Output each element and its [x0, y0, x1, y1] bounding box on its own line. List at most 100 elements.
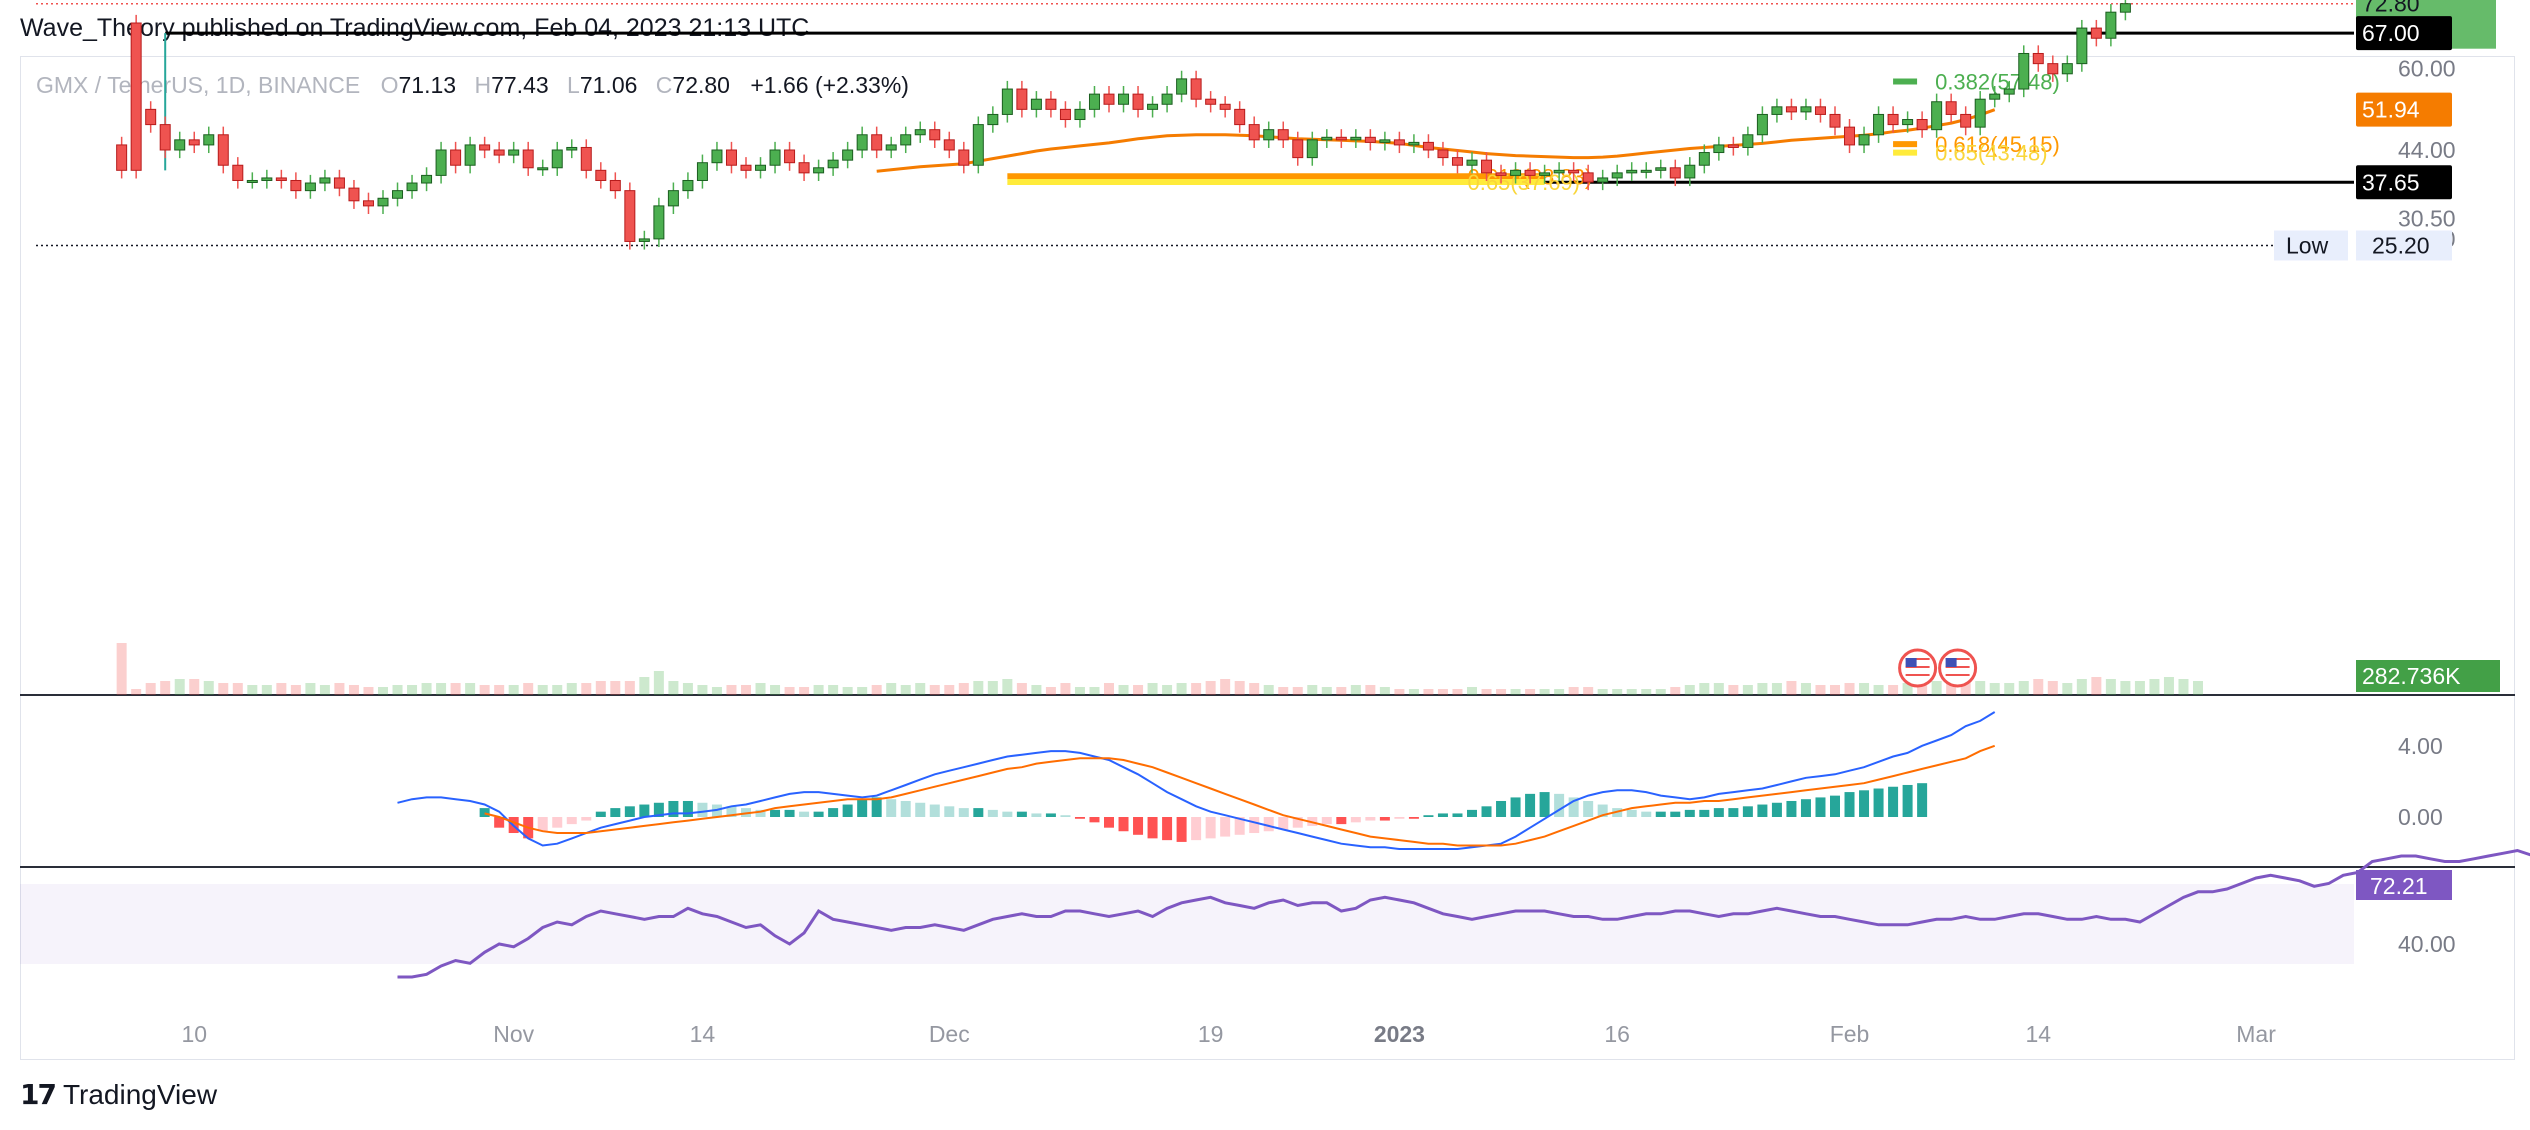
volume-bar [2091, 677, 2102, 695]
macd-histogram-bar [929, 804, 940, 817]
candle-body [740, 164, 752, 171]
candle [348, 179, 360, 209]
candle [1858, 126, 1870, 154]
volume-bar [2134, 681, 2145, 695]
macd-histogram-bar [1104, 817, 1114, 828]
candle [972, 116, 984, 174]
candle-body [711, 149, 723, 164]
volume-bar [1147, 683, 1158, 695]
candle [1190, 70, 1202, 108]
candle-body [1510, 169, 1522, 176]
candle [2061, 55, 2073, 82]
macd-histogram-bar [1597, 804, 1608, 817]
volume-bar [203, 681, 214, 695]
candle [2090, 19, 2102, 47]
volume-bar [2047, 681, 2058, 695]
candle [406, 174, 418, 199]
candle [246, 172, 258, 189]
volume-bar [1205, 681, 1216, 695]
candle [319, 169, 331, 192]
events-layer[interactable] [1898, 648, 1978, 688]
candle [1481, 152, 1493, 181]
volume-bar [1771, 683, 1782, 695]
candle-body [232, 164, 244, 181]
volume-bar [711, 687, 722, 695]
volume-bar [290, 685, 301, 695]
flag-canton [1945, 658, 1957, 667]
flag-canton [1905, 658, 1917, 667]
ohlc-close-value: 72.80 [672, 72, 730, 98]
candle [1132, 85, 1144, 118]
candle [1553, 162, 1565, 181]
candle-body [551, 149, 563, 169]
last-price: 72.80 [2362, 0, 2420, 17]
flag-stripe [1945, 662, 1970, 664]
candle [2105, 4, 2117, 47]
candles-layer [116, 0, 2131, 250]
candle [711, 141, 723, 171]
volume-bar [145, 683, 156, 695]
candle [1147, 96, 1159, 118]
candle-body [900, 134, 912, 146]
candle-body [290, 179, 302, 192]
tradingview-logo[interactable]: 17 TradingView [20, 1078, 217, 1111]
candle [696, 154, 708, 189]
candle [842, 141, 854, 169]
candle-body [1437, 149, 1449, 159]
macd-histogram-bar [1263, 817, 1274, 832]
macd-histogram-bar [552, 817, 563, 828]
macd-histogram-bar [566, 817, 577, 825]
macd-histogram-bar [842, 804, 853, 817]
volume-bar [1002, 679, 1013, 695]
volume-bar [1670, 687, 1681, 695]
volume-bar [1859, 683, 1870, 695]
macd-histogram-bar [1510, 797, 1521, 817]
candle-body [1118, 93, 1130, 105]
candle [1205, 91, 1217, 113]
candle [638, 230, 650, 250]
volume-bar [726, 685, 737, 695]
candle [798, 154, 810, 181]
volume-bar [2120, 681, 2131, 695]
candle-body [522, 149, 534, 169]
candle [203, 126, 215, 154]
candle [116, 136, 128, 179]
macd-histogram-bar [1423, 815, 1434, 817]
volume-bar [363, 687, 374, 695]
candle [1597, 169, 1609, 191]
candle-body [725, 149, 737, 166]
macd-histogram-bar [1031, 813, 1042, 817]
candle-body [1568, 169, 1580, 174]
candle [624, 182, 636, 250]
candle-body [1495, 172, 1507, 176]
volume-bar [1684, 685, 1695, 695]
volume-bar [1162, 685, 1173, 695]
candle [1495, 164, 1507, 184]
us-flag-event[interactable] [1938, 648, 1978, 688]
candle [929, 121, 941, 148]
candle-body [188, 139, 200, 146]
candle [551, 141, 563, 176]
volume-bar [1089, 687, 1100, 695]
volume-bar [770, 685, 781, 695]
candle-body [2018, 52, 2030, 90]
candle [464, 136, 476, 174]
candle [537, 159, 549, 176]
macd-histogram-bar [624, 806, 635, 817]
macd-histogram-bar [1176, 817, 1187, 842]
candle-body [1626, 169, 1638, 174]
candle [145, 101, 157, 133]
candle-body [1263, 129, 1275, 141]
volume-bar [929, 685, 940, 695]
us-flag-event[interactable] [1898, 648, 1938, 688]
candle [1974, 91, 1986, 136]
volume-bar [160, 681, 171, 695]
candle [725, 141, 737, 174]
low-value-bg [2356, 230, 2452, 261]
candle-body [1902, 119, 1914, 126]
candle-body [1016, 88, 1028, 110]
candle [2047, 55, 2059, 82]
volume-bar [1031, 685, 1042, 695]
candle-body [1713, 144, 1725, 154]
